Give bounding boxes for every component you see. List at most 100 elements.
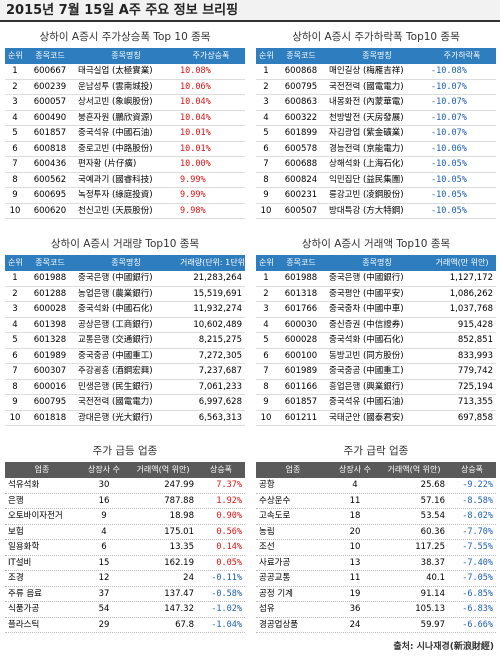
cell: 600562 [33, 174, 67, 185]
cell: 3 [12, 97, 18, 107]
cell: 국전전력 (國電電力) [329, 81, 404, 92]
table-title: 주가 급락 업종 [343, 445, 409, 457]
cell: -6.66% [462, 619, 493, 630]
cell: 600863 [284, 97, 318, 107]
table: 상하이 A증시 거래량 Top10 종목 순위 종목코드 종목명칭 거래량(단위: 1단… [5, 233, 245, 426]
cell: 조경 [8, 573, 24, 583]
cell: 7 [263, 366, 269, 376]
cell: 2 [12, 81, 18, 92]
table-title: 상하이 A증시 주가하락폭 Top10 종목 [292, 31, 460, 43]
cell: 600507 [284, 205, 318, 216]
cell: 601818 [33, 412, 67, 423]
cell: 9 [12, 397, 18, 407]
cell: 600100 [284, 350, 318, 361]
cell: IT설비 [8, 557, 32, 568]
source: 출처: 시나재경(新浪財經) [393, 642, 494, 652]
cell: 10.01% [180, 128, 211, 138]
cell: 600016 [33, 381, 67, 392]
header-cell: 종목명칭 [111, 51, 141, 60]
header-cell: 순위 [259, 51, 274, 60]
data-row: 고속도로 18 53.54 -8.02% [256, 509, 496, 525]
cell: 중국석화 (中國石化) [78, 304, 153, 314]
cell: 보험 [8, 526, 24, 537]
cell: 주강굉흥 (酒鋼宏興) [78, 366, 153, 376]
cell: 5 [263, 128, 269, 138]
cell: 0.14% [216, 542, 242, 552]
cell: 매인길상 (梅雁吉祥) [329, 66, 404, 76]
cell: 36 [349, 604, 361, 614]
cell: 3 [263, 304, 269, 314]
cell: -7.40% [462, 557, 493, 568]
header-cell: 업종 [34, 465, 50, 474]
cell: 600231 [284, 190, 318, 200]
table: 주가 급락 업종 업종 상장사 수 거래액(억 위안) 상승폭 공항 4 25.68 -9.22… [256, 440, 496, 633]
cell: -7.70% [462, 526, 493, 537]
cell: 중국중차 (中國中車) [329, 304, 404, 314]
data-row: 5 601328 교통은행 (交通銀行) 8,215,275 [5, 333, 245, 349]
cell: 38.37 [420, 557, 445, 568]
cell: 주류 음료 [8, 588, 42, 599]
cell: 25.68 [420, 480, 445, 490]
cell: 공상은행 (工商銀行) [78, 319, 153, 330]
cell: 3 [263, 97, 269, 107]
cell: 601989 [284, 366, 318, 376]
cell: 601166 [284, 381, 318, 392]
cell: 4 [263, 112, 269, 123]
data-row: 2 601288 농업은행 (農業銀行) 15,519,691 [5, 287, 245, 302]
data-row: 3 600863 내몽화전 (內蒙華電) -10.07% [256, 95, 496, 111]
cell: 787.88 [164, 495, 194, 506]
cell: 9 [263, 397, 269, 407]
cell: -10.07% [431, 97, 467, 107]
header-cell: 거래량(단위: 1단위=100주) [180, 258, 245, 267]
cell: 779,742 [457, 366, 493, 376]
cell: 175.01 [164, 526, 194, 537]
cell: 교통은행 (交通銀行) [78, 335, 153, 345]
cell: -7.55% [462, 542, 493, 552]
cell: -10.07% [431, 128, 467, 138]
table-title: 상하이 A증시 거래액 Top10 종목 [301, 238, 451, 250]
cell: 1 [12, 273, 18, 283]
data-row: 공공교통 11 40.1 -7.05% [256, 571, 496, 587]
header-cell: 종목코드 [286, 51, 316, 60]
cell: 10.04% [180, 112, 211, 123]
cell: 19 [349, 588, 361, 599]
data-row: 은행 16 787.88 1.92% [5, 494, 245, 509]
cell: 5 [12, 335, 18, 345]
cell: 4 [12, 319, 18, 330]
header-cell: 거래액(만 위안) [435, 258, 489, 267]
data-row: IT설비 15 162.19 0.05% [5, 556, 245, 571]
cell: 오토바이자전거 [8, 511, 63, 521]
data-row: 4 600490 붕흔자원 (鵬欣資源) 10.04% [5, 111, 245, 126]
cell: 8,215,275 [198, 335, 242, 345]
cell: 4 [352, 480, 358, 490]
cell: 농림 [259, 526, 275, 537]
cell: 플라스틱 [8, 619, 40, 630]
cell: 중로고빈 (中路股份) [78, 143, 153, 154]
cell: 600868 [284, 66, 318, 76]
cell: 9 [12, 190, 18, 200]
cell: 601318 [284, 288, 318, 299]
header-row: 순위 종목코드 종목명칭 주가하락폭 [256, 48, 496, 64]
cell: 1,086,262 [449, 288, 493, 299]
cell: 697,858 [457, 412, 493, 423]
cell: 8 [12, 174, 18, 185]
cell: 4 [12, 112, 18, 123]
cell: 6 [101, 542, 107, 552]
data-row: 7 601989 중국중공 (中國重工) 779,742 [256, 364, 496, 380]
cell: 중신증권 (中信證券) [329, 319, 404, 330]
cell: 600620 [33, 205, 67, 216]
cell: 600028 [33, 304, 67, 314]
table: 주가 급등 업종 업종 상장사 수 거래액(억 위안) 상승폭 석유석화 30 247.99 7… [5, 440, 245, 633]
data-row: 8 601166 흥업은행 (興業銀行) 725,194 [256, 380, 496, 395]
data-row: 3 600028 중국석화 (中國石化) 11,932,274 [5, 302, 245, 318]
cell: 상해석화 (上海石化) [329, 159, 404, 169]
header-cell: 종목명칭 [362, 51, 392, 60]
cell: 공항 [259, 480, 275, 490]
cell: 수상운수 [259, 495, 291, 506]
table-title: 상하이 A증시 거래량 Top10 종목 [50, 238, 200, 250]
cell: 국전전력 (國電電力) [78, 397, 153, 407]
table: 상하이 A증시 거래액 Top10 종목 순위 종목코드 종목명칭 거래액(만 위안) 1… [256, 233, 496, 426]
cell: 5 [263, 335, 269, 345]
data-row: 9 600695 녹정투자 (綠庭投資) 9.99% [5, 188, 245, 204]
cell: -10.05% [431, 190, 467, 200]
